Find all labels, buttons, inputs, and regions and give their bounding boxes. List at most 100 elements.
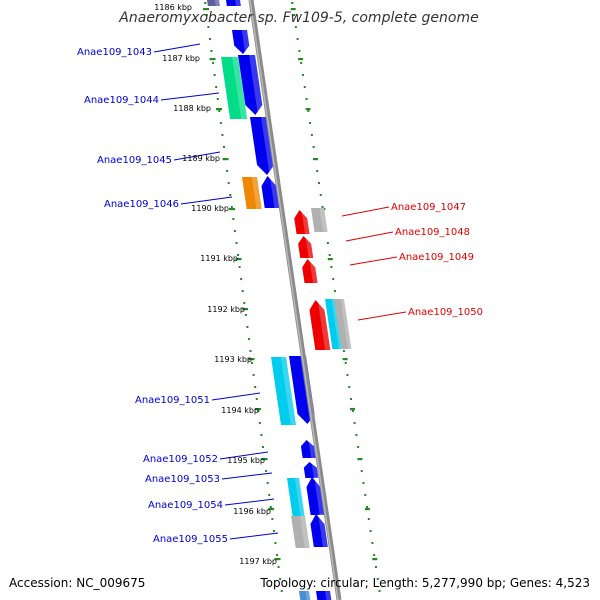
gene-anae109-1046-orange-shade (251, 177, 262, 209)
backbone-line (248, 0, 342, 600)
gene-label-anae109-1052[interactable]: Anae109_1052 (143, 454, 218, 465)
leader-line (219, 451, 269, 460)
tick-mark (274, 558, 281, 561)
gene-anae109-1051-cyan (271, 357, 296, 425)
gene-label-anae109-1055[interactable]: Anae109_1055 (153, 534, 228, 545)
guide-dot (355, 434, 358, 436)
gene-label-anae109-1043[interactable]: Anae109_1043 (77, 47, 152, 58)
guide-dot (240, 278, 243, 280)
gene-anae109-1044-shade (232, 57, 248, 119)
ruler-label: 1194 kbp (221, 406, 259, 415)
guide-dot (317, 182, 320, 184)
tick-mark (290, 8, 296, 11)
leader-line (153, 43, 201, 53)
gene-anae109-1049-shade (309, 259, 318, 283)
guide-dot (298, 50, 301, 52)
tick-mark (364, 508, 370, 511)
ruler-label: 1192 kbp (207, 305, 245, 314)
gene-label-anae109-1049[interactable]: Anae109_1049 (399, 252, 474, 263)
gene-label-anae109-1051[interactable]: Anae109_1051 (135, 395, 210, 406)
gene-partial-bottom-2 (316, 591, 332, 600)
guide-dot (301, 74, 304, 76)
gene-label-anae109-1054[interactable]: Anae109_1054 (148, 500, 223, 511)
guide-dot (254, 386, 257, 388)
gene-anae109-1054-shade (314, 477, 325, 515)
guide-dot (305, 98, 308, 100)
guide-dot (279, 578, 282, 580)
ruler-label: 1187 kbp (162, 54, 200, 63)
guide-dot (261, 446, 264, 448)
gene-anae109-1050-red-shade (317, 300, 331, 350)
tick-mark (209, 58, 216, 61)
gene-anae109-1055-gray-shade (300, 516, 310, 548)
guide-dot (247, 338, 250, 340)
gene-features (207, 0, 352, 600)
tick-mark (242, 308, 249, 311)
guide-dot (249, 350, 252, 352)
guide-dot (243, 302, 246, 304)
leader-line (345, 231, 394, 242)
tick-mark (222, 158, 229, 161)
gene-label-anae109-1048[interactable]: Anae109_1048 (395, 227, 470, 238)
guide-dot (257, 410, 260, 412)
tick-mark (350, 408, 356, 411)
leader-line (173, 151, 221, 161)
ruler-label: 1189 kbp (182, 154, 220, 163)
gene-anae109-1052-shade (308, 440, 316, 458)
guide-dot (226, 170, 229, 172)
guide-dot (376, 578, 379, 580)
gene-anae109-1050-cyan (325, 299, 343, 349)
gene-partial-top-2 (226, 0, 241, 6)
leader-line (229, 532, 279, 540)
gene-partial-bottom-2-shade (325, 591, 332, 600)
leader-line (341, 206, 390, 217)
guide-dot (238, 266, 241, 268)
guide-dot (251, 362, 254, 364)
genome-title: Anaeromyxobacter sp. Fw109-5, complete g… (118, 10, 478, 26)
gene-label-anae109-1050[interactable]: Anae109_1050 (408, 307, 483, 318)
guide-dot (326, 242, 329, 244)
tick-mark (372, 558, 378, 561)
ruler-label: 1190 kbp (191, 204, 229, 213)
leader-line (224, 498, 275, 506)
guide-dot (334, 290, 337, 292)
accession-text: Accession: NC_009675 (9, 576, 145, 590)
gene-anae109-1045-shade (261, 117, 276, 175)
guide-dot (204, 2, 207, 4)
guide-dot (221, 134, 224, 136)
guide-dot (344, 362, 347, 364)
gene-anae109-1050-gray-shade (340, 299, 352, 349)
guide-dot (233, 230, 236, 232)
tick-mark (248, 358, 255, 361)
guide-dot (280, 590, 283, 592)
guide-dot (271, 518, 274, 520)
leader-line (160, 92, 220, 101)
guide-dot (266, 482, 269, 484)
gene-anae109-1055-shade (318, 514, 328, 547)
guide-dot (207, 26, 210, 28)
gene-label-anae109-1046[interactable]: Anae109_1046 (104, 199, 179, 210)
gene-anae109-1047-gray (311, 208, 328, 232)
guide-dot (373, 554, 376, 556)
ruler-label: 1186 kbp (154, 3, 192, 12)
guide-dot (300, 62, 303, 64)
guide-dot (346, 374, 349, 376)
gene-anae109-1051-cyan-shade (280, 357, 296, 425)
tick-mark (312, 158, 318, 161)
gene-anae109-1050-gray (334, 299, 352, 349)
guide-dot (371, 542, 374, 544)
guide-dot (255, 398, 258, 400)
guide-dot (218, 110, 221, 112)
gene-anae109-1044-b (238, 55, 263, 115)
gene-label-anae109-1047[interactable]: Anae109_1047 (391, 202, 466, 213)
gene-anae109-1053-shade (311, 462, 319, 478)
gene-anae109-1053 (303, 462, 319, 478)
tick-mark (261, 458, 268, 461)
gene-partial-top-2-shade (235, 0, 241, 6)
gene-label-anae109-1045[interactable]: Anae109_1045 (97, 155, 172, 166)
gene-label-anae109-1053[interactable]: Anae109_1053 (145, 474, 220, 485)
gene-anae109-1054 (306, 477, 325, 515)
guide-dot (246, 326, 249, 328)
ruler-label: 1191 kbp (200, 254, 238, 263)
gene-label-anae109-1044[interactable]: Anae109_1044 (84, 95, 159, 106)
